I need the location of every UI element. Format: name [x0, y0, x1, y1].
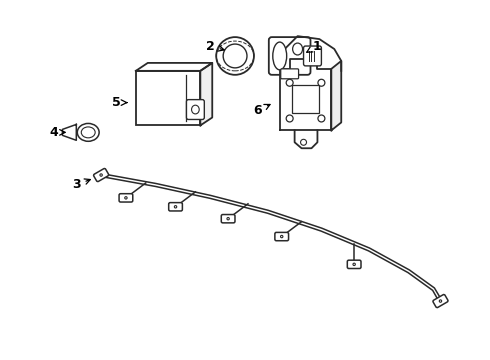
FancyBboxPatch shape — [269, 37, 311, 75]
Ellipse shape — [77, 123, 99, 141]
Circle shape — [440, 300, 441, 302]
Circle shape — [286, 115, 293, 122]
FancyBboxPatch shape — [187, 100, 204, 120]
Text: 2: 2 — [206, 40, 224, 53]
Ellipse shape — [192, 105, 199, 114]
Circle shape — [318, 79, 325, 86]
FancyBboxPatch shape — [281, 69, 298, 79]
FancyBboxPatch shape — [221, 215, 235, 223]
FancyBboxPatch shape — [169, 203, 182, 211]
FancyBboxPatch shape — [347, 260, 361, 269]
Text: 6: 6 — [254, 104, 270, 117]
FancyBboxPatch shape — [94, 168, 109, 181]
Ellipse shape — [293, 43, 302, 55]
Circle shape — [174, 206, 177, 208]
Polygon shape — [62, 125, 76, 140]
Bar — [136, 71, 200, 125]
Text: 3: 3 — [72, 179, 90, 192]
Circle shape — [300, 139, 307, 145]
Circle shape — [216, 37, 254, 75]
Circle shape — [125, 197, 127, 199]
Circle shape — [100, 174, 102, 176]
Circle shape — [227, 217, 229, 220]
Text: 5: 5 — [112, 96, 127, 109]
Polygon shape — [331, 61, 341, 130]
Text: 1: 1 — [307, 40, 322, 53]
Circle shape — [286, 79, 293, 86]
FancyBboxPatch shape — [275, 233, 289, 241]
FancyBboxPatch shape — [119, 194, 133, 202]
Polygon shape — [280, 59, 331, 130]
Circle shape — [280, 235, 283, 238]
Circle shape — [318, 115, 325, 122]
FancyBboxPatch shape — [303, 46, 321, 66]
Polygon shape — [136, 63, 212, 71]
FancyBboxPatch shape — [433, 294, 448, 307]
Circle shape — [223, 44, 247, 68]
Bar — [292, 85, 319, 113]
Ellipse shape — [273, 42, 287, 70]
Polygon shape — [200, 63, 212, 125]
Ellipse shape — [81, 127, 95, 138]
Text: 4: 4 — [49, 126, 65, 139]
Circle shape — [353, 263, 355, 266]
